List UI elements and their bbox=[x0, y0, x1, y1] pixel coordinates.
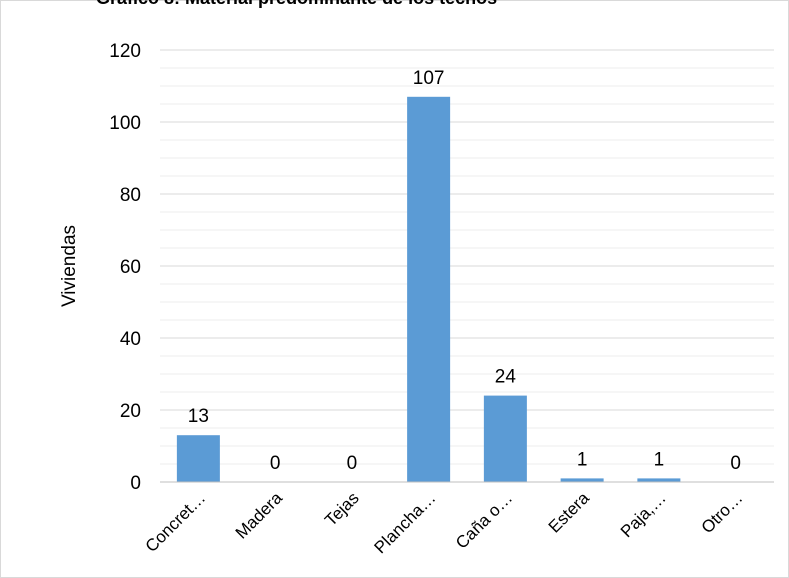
y-tick-label: 80 bbox=[120, 185, 141, 206]
data-label: 1 bbox=[577, 449, 588, 470]
bar bbox=[637, 478, 681, 482]
x-tick-label: Caña o… bbox=[452, 488, 516, 552]
data-label: 0 bbox=[347, 453, 358, 474]
x-tick-label: Paja,… bbox=[617, 488, 670, 541]
bars bbox=[176, 96, 681, 483]
gridlines bbox=[160, 49, 774, 465]
y-tick-label: 0 bbox=[130, 473, 141, 494]
bar bbox=[560, 478, 604, 482]
x-tick-label: Tejas bbox=[321, 488, 362, 529]
data-labels: 13 0 0 107 24 1 1 0 bbox=[188, 68, 741, 474]
x-axis-ticks: Concret… Madera Tejas Plancha… Caña o… Estera… bbox=[142, 488, 747, 557]
data-label: 0 bbox=[270, 453, 281, 474]
bar bbox=[407, 96, 451, 483]
y-axis-ticks: 0 20 40 60 80 100 120 bbox=[109, 41, 141, 494]
y-axis-title: Viviendas bbox=[59, 225, 80, 307]
y-tick-label: 20 bbox=[120, 401, 141, 422]
data-label: 1 bbox=[654, 449, 665, 470]
x-tick-label: Estera bbox=[545, 488, 594, 537]
data-label: 107 bbox=[413, 68, 445, 89]
bar bbox=[176, 435, 220, 482]
y-tick-label: 120 bbox=[109, 41, 141, 62]
x-tick-label: Plancha… bbox=[371, 488, 440, 557]
y-tick-label: 40 bbox=[120, 329, 141, 350]
data-label: 13 bbox=[188, 406, 209, 427]
y-tick-label: 60 bbox=[120, 257, 141, 278]
data-label: 0 bbox=[730, 453, 741, 474]
x-tick-label: Madera bbox=[232, 488, 287, 543]
bar bbox=[483, 395, 527, 482]
data-label: 24 bbox=[495, 367, 517, 388]
x-tick-label: Otro… bbox=[698, 488, 747, 537]
y-tick-label: 100 bbox=[109, 113, 141, 134]
x-tick-label: Concret… bbox=[142, 488, 210, 556]
chart-title: Gráfico 8: Material predominante de los … bbox=[96, 0, 497, 9]
